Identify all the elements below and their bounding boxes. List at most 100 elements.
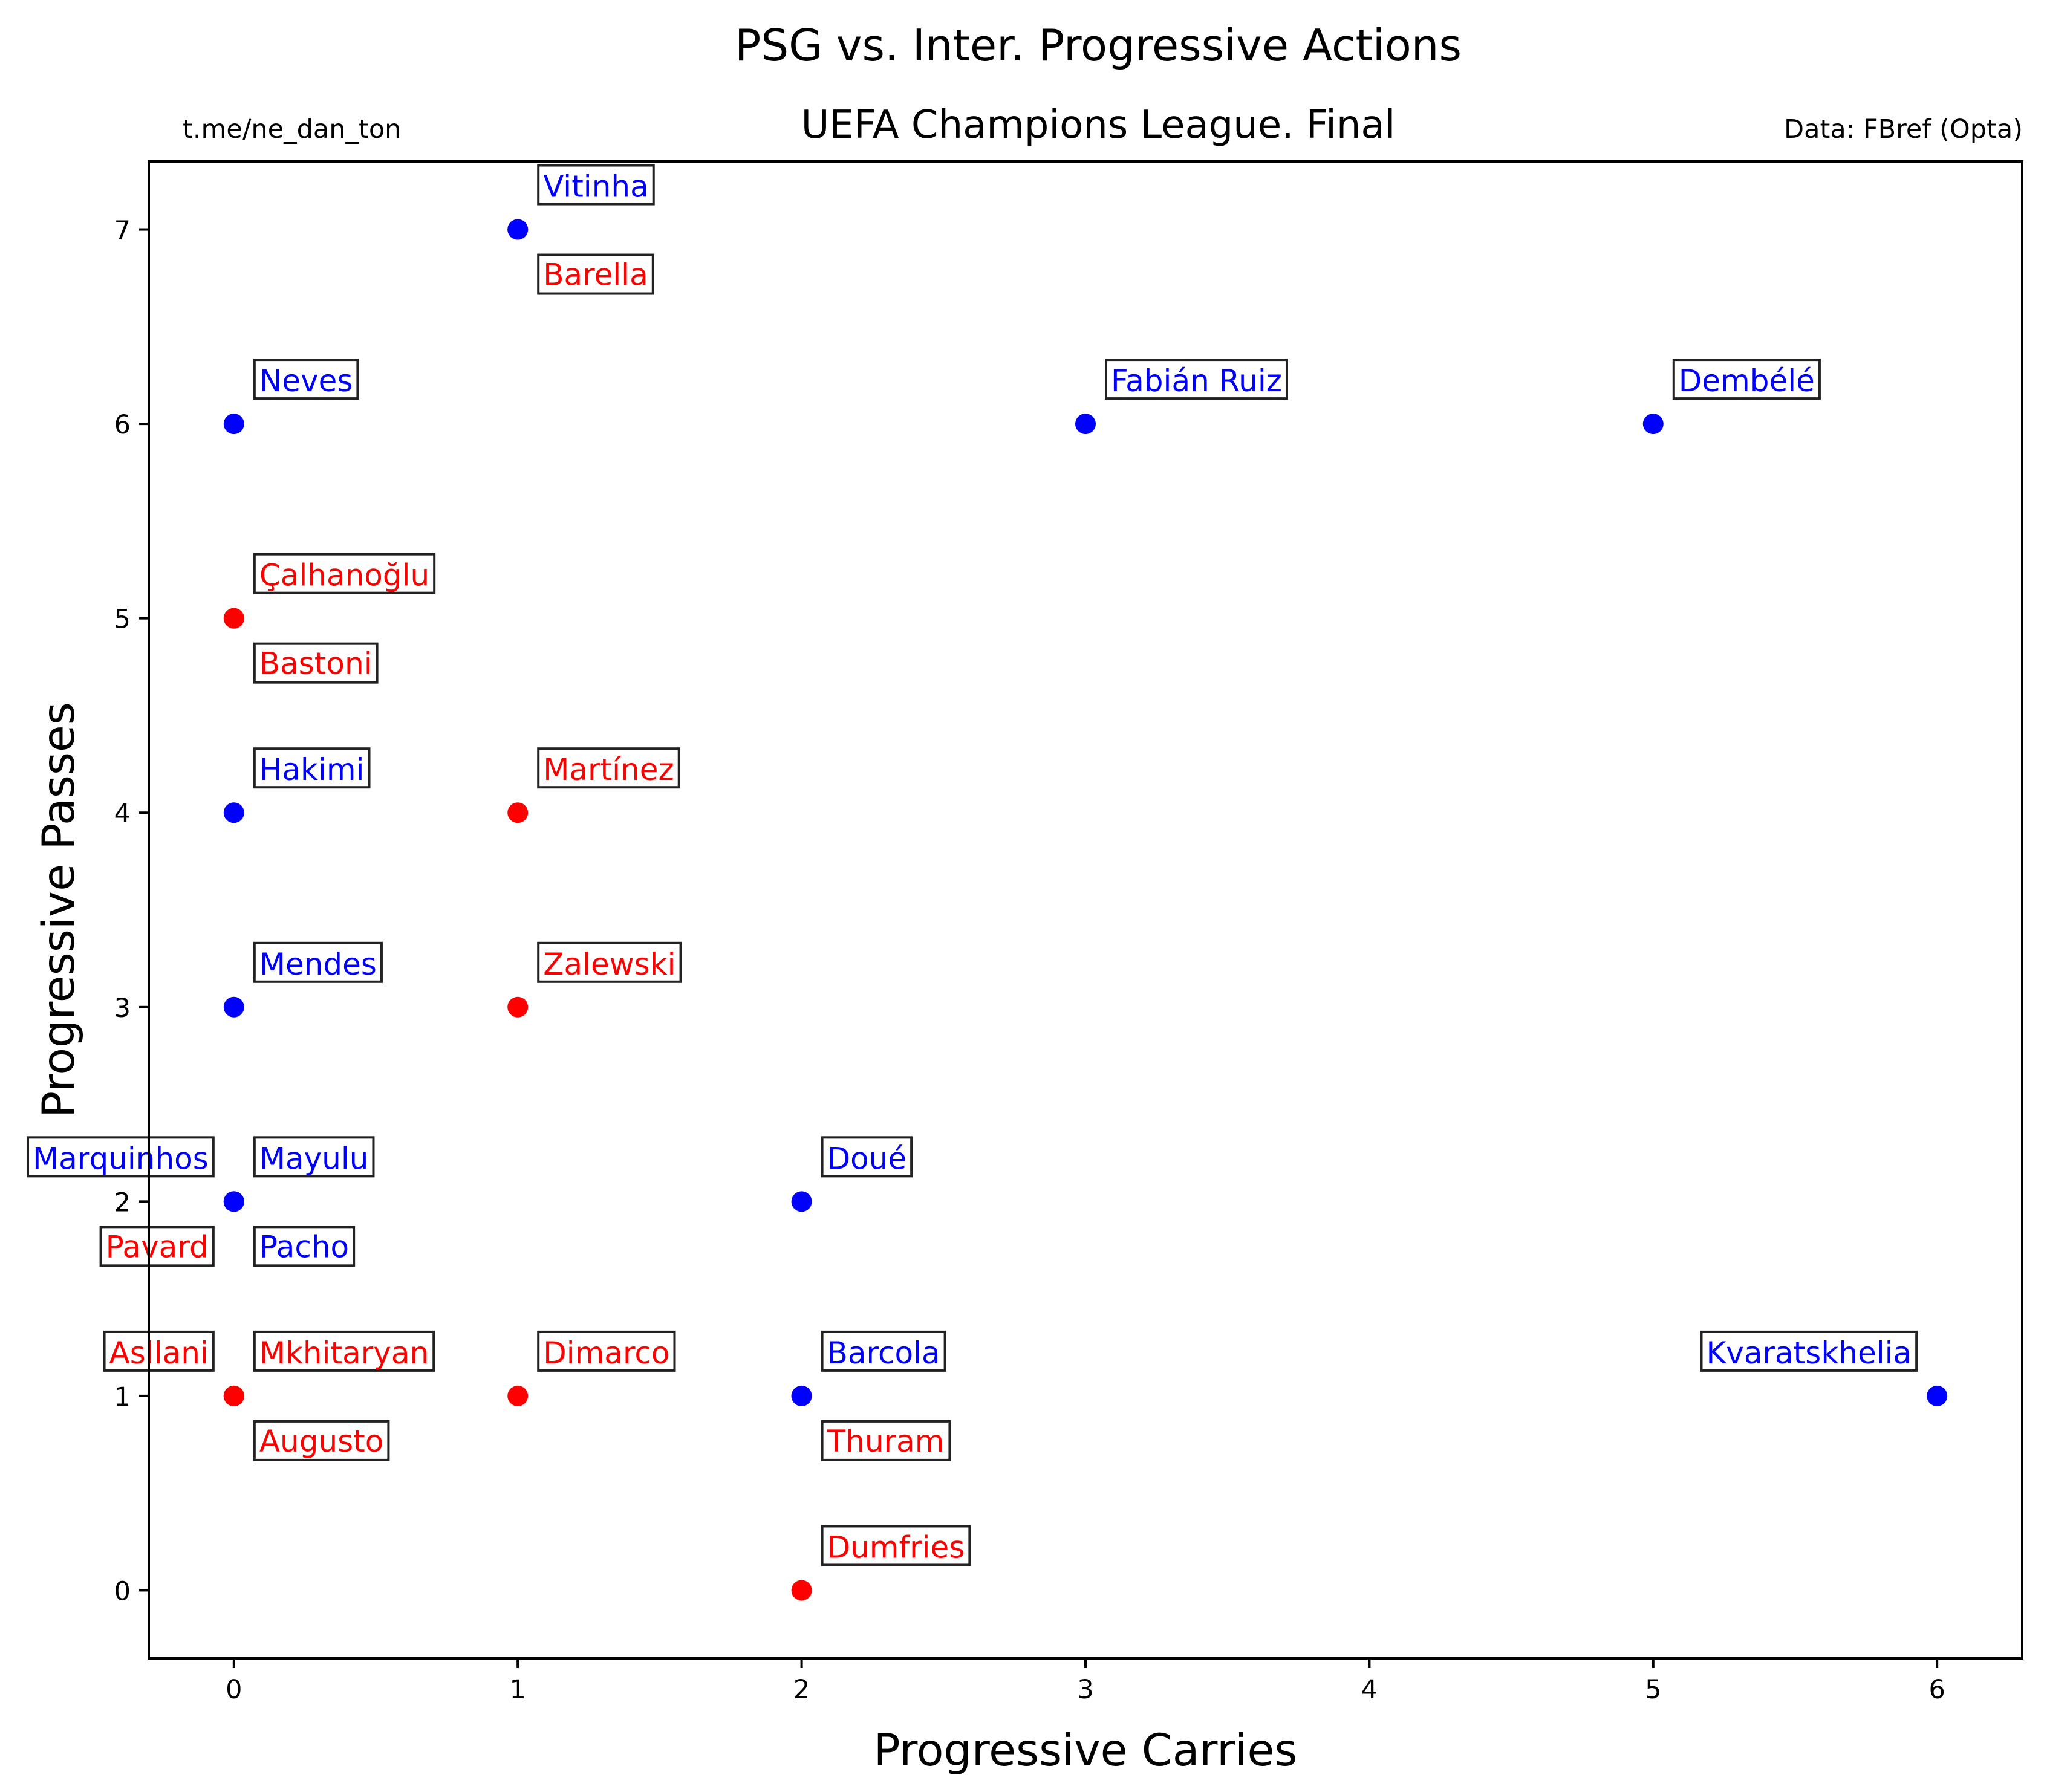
point-label-text: Mkhitaryan bbox=[259, 1336, 429, 1371]
point-label: Kvaratskhelia bbox=[1700, 1330, 1918, 1372]
point-label: Fabián Ruiz bbox=[1105, 359, 1288, 400]
data-point bbox=[223, 802, 244, 823]
data-point bbox=[507, 219, 529, 240]
point-label-text: Mayulu bbox=[259, 1141, 369, 1176]
point-label: Martínez bbox=[537, 747, 680, 789]
y-tick-label: 5 bbox=[114, 605, 131, 635]
point-label-text: Fabián Ruiz bbox=[1111, 363, 1282, 398]
data-point bbox=[223, 608, 244, 629]
data-point bbox=[1927, 1385, 1948, 1406]
data-point bbox=[1075, 414, 1096, 435]
point-label: Mendes bbox=[253, 941, 383, 983]
point-label-text: Dumfries bbox=[827, 1530, 965, 1565]
point-label-box bbox=[253, 941, 383, 983]
point-label-box bbox=[821, 1136, 913, 1178]
point-label: Çalhanoğlu bbox=[253, 553, 436, 594]
point-label: Mayulu bbox=[253, 1136, 375, 1178]
point-label-box bbox=[1105, 359, 1288, 400]
data-point bbox=[507, 802, 529, 823]
x-tick-label: 4 bbox=[1361, 1675, 1378, 1705]
point-label-text: Marquinhos bbox=[33, 1141, 209, 1176]
point-label-box bbox=[821, 1330, 946, 1372]
y-tick-label: 4 bbox=[114, 799, 131, 829]
point-label: Zalewski bbox=[537, 941, 682, 983]
point-label-text: Zalewski bbox=[543, 947, 675, 982]
point-label: Pavard bbox=[99, 1226, 215, 1267]
point-label-box bbox=[1672, 359, 1821, 400]
point-label-text: Vitinha bbox=[543, 169, 649, 204]
y-tick-label: 2 bbox=[114, 1187, 131, 1218]
point-label-text: Dembélé bbox=[1679, 363, 1815, 398]
point-label-text: Dimarco bbox=[543, 1336, 669, 1371]
data-point bbox=[223, 1385, 244, 1406]
point-label-box bbox=[253, 1226, 356, 1267]
credit-left: t.me/ne_dan_ton bbox=[183, 114, 401, 144]
point-label: Marquinhos bbox=[27, 1136, 215, 1178]
point-label-text: Hakimi bbox=[259, 752, 365, 787]
point-label-text: Barella bbox=[543, 258, 648, 293]
point-labels: Barella Çalhanoğlu Bastoni Martínez Zalewski… bbox=[27, 164, 1918, 1566]
data-point bbox=[507, 996, 529, 1018]
point-label-box bbox=[537, 941, 682, 983]
point-label-box bbox=[253, 359, 359, 400]
point-label-box bbox=[821, 1525, 971, 1566]
point-label-box bbox=[27, 1136, 215, 1178]
data-points bbox=[223, 219, 1948, 1601]
credit-right: Data: FBref (Opta) bbox=[1784, 114, 2023, 144]
point-label: Doué bbox=[821, 1136, 913, 1178]
point-label-box bbox=[253, 1330, 435, 1372]
chart-title: PSG vs. Inter. Progressive Actions bbox=[735, 20, 1462, 71]
y-tick-label: 6 bbox=[114, 410, 131, 440]
point-label: Dumfries bbox=[821, 1525, 971, 1566]
data-point bbox=[223, 1191, 244, 1212]
point-label-text: Bastoni bbox=[259, 646, 373, 681]
point-label-text: Barcola bbox=[827, 1336, 940, 1371]
x-axis-label: Progressive Carries bbox=[874, 1725, 1298, 1776]
point-label-box bbox=[253, 1420, 390, 1461]
y-tick-label: 0 bbox=[114, 1576, 131, 1606]
point-label-box bbox=[253, 747, 371, 789]
y-tick-label: 3 bbox=[114, 993, 131, 1024]
x-tick-label: 0 bbox=[226, 1675, 242, 1705]
x-tick-label: 2 bbox=[793, 1675, 810, 1705]
x-tick-label: 1 bbox=[510, 1675, 526, 1705]
point-label-text: Thuram bbox=[827, 1424, 945, 1459]
point-label-text: Çalhanoğlu bbox=[259, 558, 429, 593]
point-label-text: Asllani bbox=[109, 1336, 209, 1371]
point-label: Dembélé bbox=[1672, 359, 1821, 400]
point-label-text: Pacho bbox=[259, 1229, 349, 1264]
chart-subtitle: UEFA Champions League. Final bbox=[801, 103, 1396, 148]
point-label-text: Mendes bbox=[259, 947, 377, 982]
point-label-box bbox=[99, 1226, 215, 1267]
point-label-box bbox=[253, 1136, 375, 1178]
data-point bbox=[791, 1385, 812, 1406]
point-label-text: Doué bbox=[827, 1141, 907, 1176]
point-label: Augusto bbox=[253, 1420, 390, 1461]
data-point bbox=[791, 1580, 812, 1601]
point-label-text: Kvaratskhelia bbox=[1706, 1336, 1912, 1371]
point-label: Mkhitaryan bbox=[253, 1330, 435, 1372]
point-label: Bastoni bbox=[253, 642, 379, 684]
data-point bbox=[791, 1191, 812, 1212]
x-tick-label: 5 bbox=[1645, 1675, 1661, 1705]
data-point bbox=[223, 414, 244, 435]
data-point bbox=[507, 1385, 529, 1406]
point-label: Vitinha bbox=[537, 164, 655, 206]
point-label: Hakimi bbox=[253, 747, 371, 789]
y-axis-label: Progressive Passes bbox=[33, 702, 85, 1118]
axis-ticks: 0 1 2 3 4 5 6 0 1 2 3 4 5 6 7 bbox=[114, 216, 1945, 1705]
point-label-text: Augusto bbox=[259, 1424, 384, 1459]
point-label-box bbox=[537, 164, 655, 206]
y-tick-label: 1 bbox=[114, 1382, 131, 1412]
point-label-box bbox=[537, 747, 680, 789]
point-label: Asllani bbox=[103, 1330, 215, 1372]
point-label-box bbox=[253, 553, 436, 594]
point-label-box bbox=[103, 1330, 215, 1372]
plot-area-frame bbox=[148, 160, 2023, 1660]
x-tick-label: 6 bbox=[1929, 1675, 1945, 1705]
y-tick-label: 7 bbox=[114, 216, 131, 246]
point-label: Thuram bbox=[821, 1420, 951, 1461]
data-point bbox=[1642, 414, 1664, 435]
point-label-box bbox=[1700, 1330, 1918, 1372]
x-tick-label: 3 bbox=[1077, 1675, 1093, 1705]
